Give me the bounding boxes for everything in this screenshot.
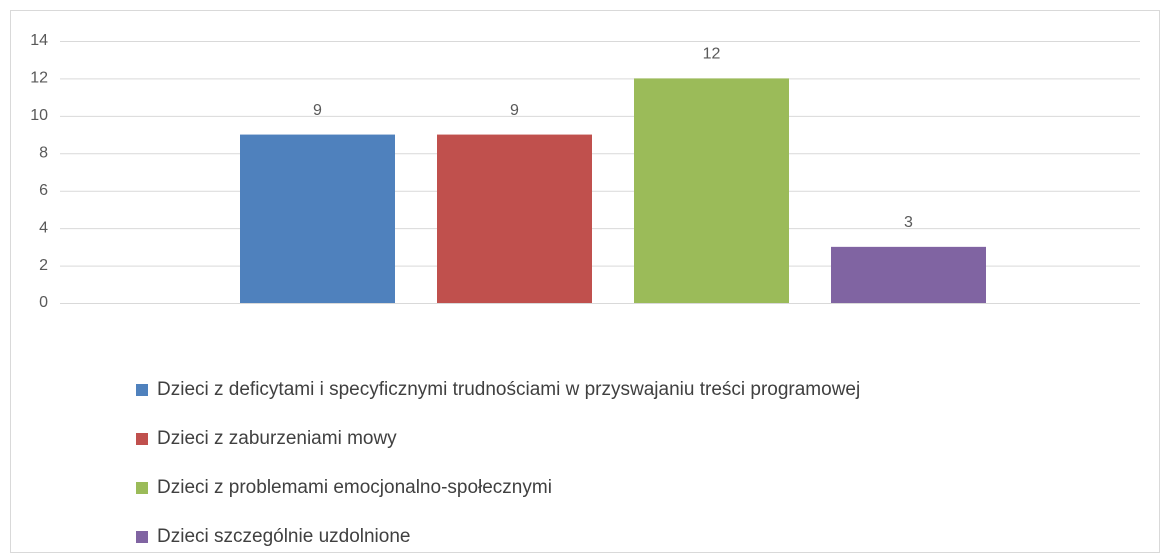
y-tick-label: 2 — [39, 257, 48, 274]
data-label: 9 — [510, 102, 519, 119]
bar — [240, 134, 395, 303]
bar — [634, 78, 789, 303]
data-label: 12 — [703, 46, 721, 63]
y-tick-label: 12 — [30, 70, 48, 87]
legend-label: Dzieci szczególnie uzdolnione — [157, 526, 410, 547]
y-tick-label: 0 — [39, 294, 48, 311]
data-label: 9 — [313, 102, 322, 119]
legend-swatch — [136, 384, 148, 396]
y-tick-label: 10 — [30, 107, 48, 124]
legend-label: Dzieci z problemami emocjonalno-społeczn… — [157, 477, 552, 498]
bar — [831, 246, 986, 303]
legend-label: Dzieci z deficytami i specyficznymi trud… — [157, 379, 860, 400]
legend-swatch — [136, 531, 148, 543]
y-tick-label: 14 — [30, 32, 48, 49]
data-label: 3 — [904, 214, 913, 231]
legend-swatch — [136, 482, 148, 494]
bar — [437, 134, 592, 303]
y-tick-label: 8 — [39, 145, 48, 162]
legend-swatch — [136, 433, 148, 445]
y-tick-label: 4 — [39, 219, 48, 236]
legend-label: Dzieci z zaburzeniami mowy — [157, 428, 397, 449]
y-tick-label: 6 — [39, 182, 48, 199]
